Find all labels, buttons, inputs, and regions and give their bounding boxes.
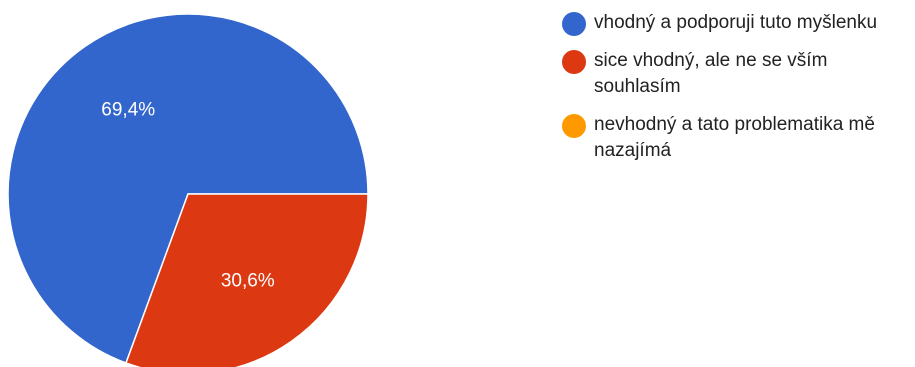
pie-slice[interactable] [125,193,369,367]
legend-item[interactable]: vhodný a podporuji tuto myšlenku [562,10,912,36]
pie-slice[interactable] [7,13,369,364]
legend-swatch [562,12,586,36]
legend-swatch [562,50,586,74]
legend-label: sice vhodný, ale ne se vším souhlasím [594,50,828,97]
legend-item[interactable]: nevhodný a tato problematika mě nazajímá [562,112,912,164]
legend-label: nevhodný a tato problematika mě nazajímá [594,114,875,161]
pie-chart: 69,4% 30,6% [7,13,369,367]
chart-legend: vhodný a podporuji tuto myšlenku sice vh… [562,10,912,176]
legend-label: vhodný a podporuji tuto myšlenku [594,12,878,33]
legend-swatch [562,114,586,138]
slice-value-label: 69,4% [101,99,155,120]
legend-item[interactable]: sice vhodný, ale ne se vším souhlasím [562,48,912,100]
slice-value-label: 30,6% [221,271,275,292]
